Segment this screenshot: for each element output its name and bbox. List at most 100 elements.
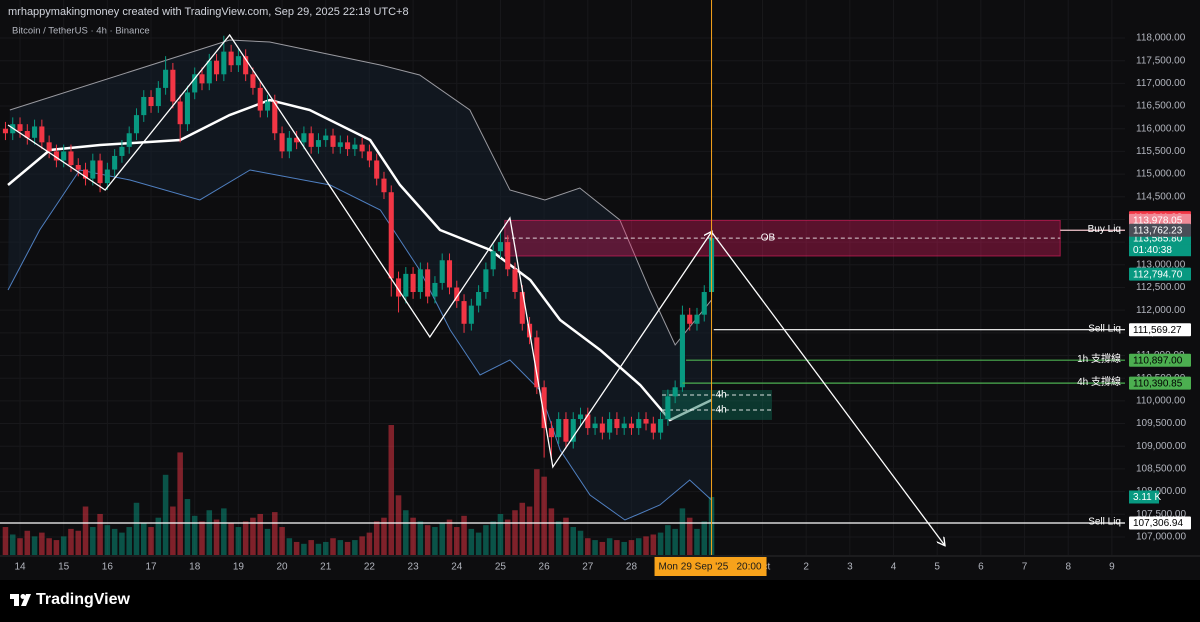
volume-bar — [555, 521, 562, 555]
volume-bar — [68, 528, 74, 555]
candle-body — [250, 74, 256, 88]
volume-bar — [315, 543, 322, 555]
candle-body — [461, 301, 467, 324]
volume-bar — [250, 517, 256, 555]
volume-bar — [410, 517, 416, 555]
x-tick-label: 28 — [626, 562, 638, 573]
candle-body — [417, 269, 423, 293]
volume-bar — [126, 527, 132, 555]
volume-bar — [272, 512, 278, 555]
volume-bar — [344, 541, 351, 555]
candle-body — [82, 169, 89, 179]
candle-body — [323, 135, 329, 141]
candle-body — [628, 423, 635, 429]
crosshair-label-box — [654, 557, 767, 576]
candle-body — [694, 314, 700, 324]
candle-body — [548, 428, 554, 438]
volume-bar — [395, 495, 402, 555]
x-tick-label: 8 — [1065, 562, 1071, 573]
volume-bar — [417, 521, 424, 555]
volume-bar — [381, 517, 387, 555]
candle-body — [272, 101, 278, 134]
price-label: 107,306.94 — [1133, 518, 1183, 529]
candle-body — [17, 124, 23, 131]
candle-body — [658, 419, 664, 433]
countdown: 01:40:38 — [1133, 245, 1172, 256]
candle-body — [374, 160, 380, 179]
volume-bar — [184, 499, 191, 555]
ob-label: OB — [761, 233, 776, 244]
price-label-box — [1129, 267, 1191, 281]
volume-bar — [111, 528, 118, 555]
x-tick-label: 20 — [277, 562, 289, 573]
volume-bar — [541, 476, 547, 555]
price-label-box — [1129, 323, 1191, 337]
footer-bar — [0, 580, 1200, 622]
candle-body — [53, 151, 59, 161]
candle-body — [672, 387, 678, 397]
price-label-box — [1129, 223, 1191, 237]
volume-bar — [97, 513, 103, 555]
volume-bar — [60, 536, 67, 555]
volume-bar — [308, 540, 314, 555]
candle-body — [170, 69, 176, 102]
volume-bar — [301, 543, 307, 555]
candle-body — [68, 151, 74, 166]
candle-body — [410, 273, 416, 293]
candle-body — [454, 287, 460, 302]
price-label-box — [1129, 516, 1191, 530]
volume-bar — [90, 527, 96, 555]
candle-body — [607, 419, 613, 433]
candle-body — [177, 101, 183, 125]
volume-bar — [497, 513, 504, 555]
candle-body — [483, 269, 489, 293]
volume-bar — [672, 528, 678, 555]
price-label: 113,978.05 — [1133, 216, 1183, 227]
volume-bar — [17, 538, 23, 555]
band-fill — [8, 40, 712, 520]
candle-body — [512, 269, 518, 293]
volume-bar — [286, 538, 293, 555]
candle-body — [199, 74, 205, 84]
volume-bar — [701, 521, 708, 555]
volume-bar — [2, 527, 9, 555]
candle-body — [650, 423, 656, 433]
x-tick-label: 16 — [102, 562, 114, 573]
plot-area: OB 4h 4h Buy Liq Sell Liq 1h 支撐線 4h 支撐線 Sell Li… — [0, 0, 1125, 555]
candle-body — [279, 133, 285, 152]
candle-body — [97, 160, 103, 184]
x-tick-label: 19 — [233, 562, 245, 573]
candle-body — [352, 144, 358, 150]
price-label: 110,897.00 — [1133, 355, 1183, 366]
x-tick-label: 18 — [189, 562, 201, 573]
candle-body — [585, 414, 591, 429]
candle-body — [104, 169, 110, 184]
price-label: 112,794.70 — [1133, 269, 1183, 280]
x-tick-label: 25 — [495, 562, 507, 573]
price-label: 113,585.80 — [1133, 233, 1183, 244]
zigzag — [7, 33, 712, 469]
candle-body — [126, 133, 132, 147]
candle-body — [264, 101, 271, 111]
volume-bar — [628, 540, 635, 555]
y-tick-label: 115,500.00 — [1136, 146, 1186, 157]
candle-body — [337, 142, 343, 147]
level-label: Sell Liq — [1088, 323, 1121, 334]
volume-bar — [679, 508, 686, 555]
projection-arrow — [711, 231, 945, 545]
candle-body — [155, 87, 161, 107]
volume-bar — [155, 517, 162, 555]
volume-bar — [9, 534, 16, 555]
volume-bar — [432, 527, 438, 555]
volume-bar — [446, 519, 453, 555]
x-tick-label: 21 — [320, 562, 332, 573]
volume-bar — [177, 452, 183, 555]
y-tick-label: 116,000.00 — [1136, 123, 1186, 134]
volume-bar — [512, 510, 518, 555]
volume-bar — [352, 540, 358, 555]
y-tick-label: 112,500.00 — [1136, 282, 1186, 293]
level-label: 1h 支撐線 — [1077, 352, 1121, 365]
volume-bar — [454, 527, 460, 555]
